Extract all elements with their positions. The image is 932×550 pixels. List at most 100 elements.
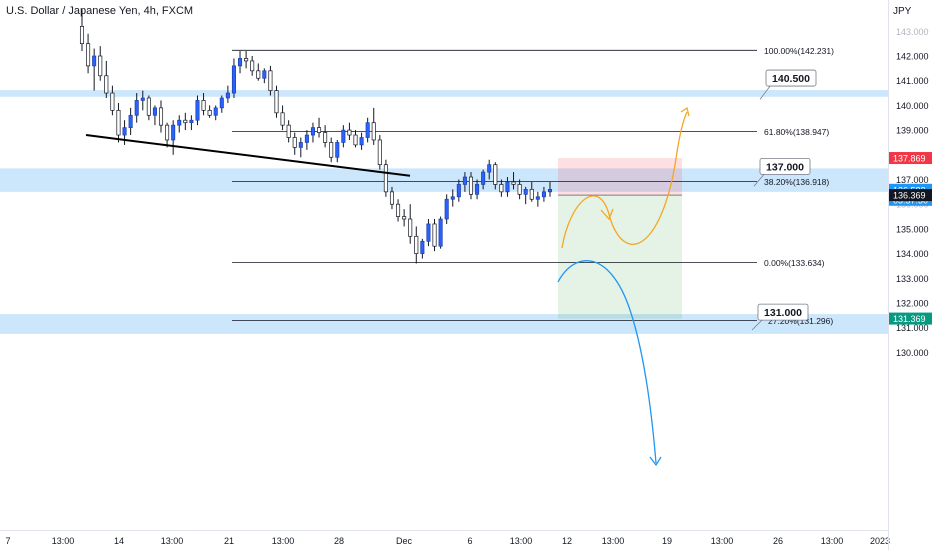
candle-body (92, 55, 97, 67)
fib-level-label: 0.00%(133.634) (764, 258, 825, 268)
x-tick-label: 7 (5, 536, 10, 546)
candle-body (523, 189, 528, 195)
candle-body (134, 100, 139, 116)
x-tick-label: 28 (334, 536, 344, 546)
candle-body (79, 26, 85, 44)
candle-body (444, 198, 449, 220)
x-tick-label: 13:00 (272, 536, 295, 546)
x-tick-label: 13:00 (510, 536, 533, 546)
candle-body (140, 97, 145, 101)
zone-callout-label: 137.000 (766, 161, 804, 173)
candle-body (304, 134, 309, 143)
zone-callout-label: 131.000 (764, 307, 802, 319)
candle-body (280, 112, 285, 126)
candle-body (487, 164, 492, 173)
zone-band (0, 314, 888, 334)
candle-body (323, 132, 328, 143)
price-axis-divider (888, 0, 889, 550)
zone-callout-box (759, 157, 811, 175)
candle-body (122, 127, 127, 136)
candle-body (535, 196, 540, 200)
y-tick-label: 132.000 (896, 299, 929, 309)
y-tick-label: 142.000 (896, 52, 929, 62)
candle-body (402, 216, 407, 220)
candle-body (547, 189, 553, 193)
x-tick-label: Dec (396, 536, 413, 546)
price-tag-label: 136.369 (893, 191, 926, 201)
candle-body (432, 223, 437, 247)
candle-body (146, 97, 151, 116)
candle-body (371, 122, 376, 141)
candle-body (335, 142, 340, 158)
candle-body (389, 191, 394, 205)
candle-body (529, 189, 534, 200)
candle-body (505, 181, 510, 193)
candle-body (493, 164, 498, 185)
candle-body (499, 184, 504, 193)
y-tick-label: 140.000 (896, 101, 929, 111)
price-tag-label: 131.369 (893, 314, 926, 324)
candle-body (244, 58, 249, 62)
zone-callout-pointer (759, 85, 771, 100)
candle-body (438, 218, 443, 247)
fib-level-label: 27.20%(131.296) (768, 316, 833, 326)
candle-body (274, 90, 279, 114)
y-tick-label: 135.000 (896, 224, 929, 234)
y-tick-label: 130.000 (896, 348, 929, 358)
x-tick-label: 6 (467, 536, 472, 546)
candle-body (207, 109, 212, 116)
candle-body (426, 223, 431, 242)
candle-body (213, 107, 218, 116)
y-tick-label: 131.000 (896, 323, 929, 333)
zone-band (0, 90, 888, 97)
candle-body (511, 181, 516, 185)
zone-band (0, 168, 888, 192)
candle-body (396, 203, 401, 217)
bearish-arrowhead (649, 456, 662, 467)
candle-body (250, 60, 255, 72)
candle-body (238, 58, 243, 67)
candle-body (110, 92, 115, 111)
chart-title: U.S. Dollar / Japanese Yen, 4h, FXCM (6, 5, 194, 17)
x-tick-label: 13:00 (711, 536, 734, 546)
candle-body (541, 191, 546, 198)
bearish-scenario-path (557, 260, 657, 464)
y-tick-label: 137.000 (896, 175, 929, 185)
candle-body (286, 124, 291, 138)
candle-body (292, 137, 297, 148)
y-tick-label: 133.000 (896, 274, 929, 284)
zone-callout-pointer (751, 319, 763, 331)
candle-body (98, 55, 103, 77)
candle-body (468, 176, 474, 195)
candle-body (377, 139, 382, 166)
price-tag-box (889, 312, 932, 325)
x-tick-label: 12 (562, 536, 572, 546)
candle-body (201, 100, 206, 111)
price-tag-label: 137.869 (893, 154, 926, 164)
y-tick-label: 141.000 (896, 76, 929, 86)
price-tag-box (889, 152, 932, 165)
candle-body (365, 122, 370, 138)
price-tag-box (889, 189, 932, 202)
fib-level-label: 38.20%(136.918) (764, 177, 829, 187)
candle-body (231, 65, 236, 94)
bullish-scenario-path (561, 111, 688, 249)
candle-body (256, 70, 261, 79)
x-tick-label: 13:00 (602, 536, 625, 546)
candle-body (414, 235, 419, 254)
candle-body (183, 119, 188, 124)
candle-body (128, 114, 133, 128)
stop-loss-zone (558, 158, 682, 196)
y-tick-label: 139.000 (896, 126, 929, 136)
zone-callout-box (765, 69, 817, 87)
candle-body (268, 70, 273, 91)
time-axis-divider (0, 530, 888, 531)
candle-body (450, 196, 455, 200)
candle-body (158, 107, 164, 126)
candle-body (219, 97, 224, 109)
trendline (85, 134, 411, 177)
candle-body (329, 142, 334, 158)
y-tick-label: 134.000 (896, 249, 929, 259)
candle-body (310, 127, 315, 136)
